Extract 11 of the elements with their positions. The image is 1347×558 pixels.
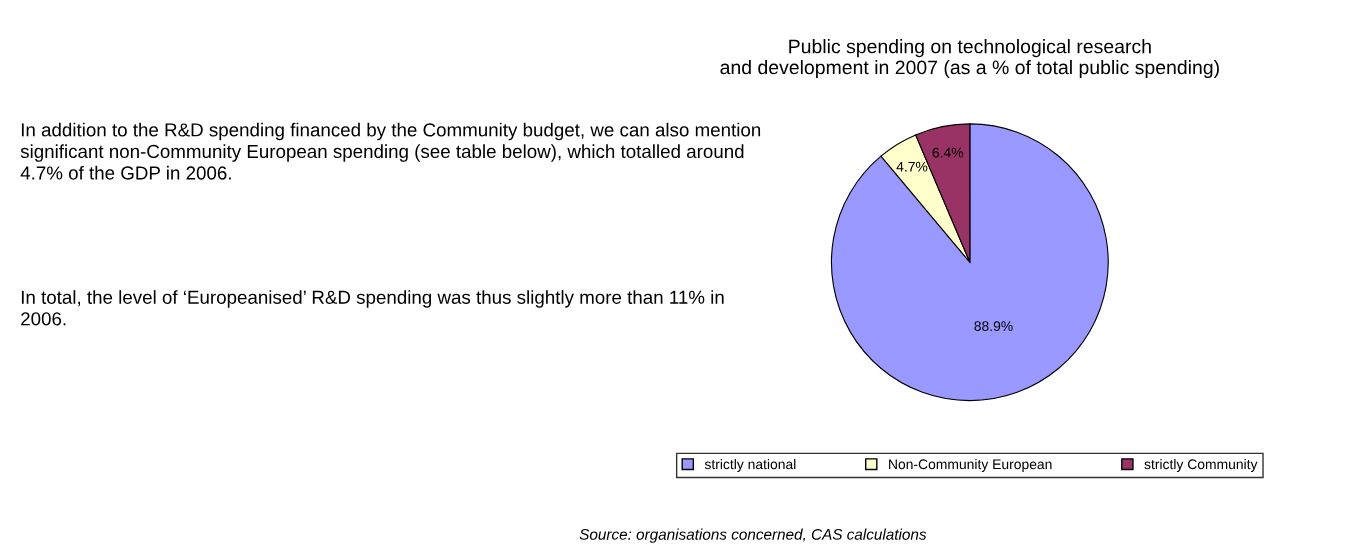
legend-label: strictly national xyxy=(704,458,796,472)
text: In addition to the R&D spending financed by the Community budget, we can also mention significant non-Community European spending (see table below), which totalled around 4.7% of the GDP in 2006. xyxy=(20,122,761,180)
text: In total, the level of ‘Europeanised’ R&D spending was thus slightly more than 11% in 2006. xyxy=(21,290,724,326)
legend-label: Non-Community European xyxy=(889,458,1052,472)
pie-slice xyxy=(830,123,1109,402)
legend-label: strictly Community xyxy=(1144,458,1258,472)
chart-title: Public spending on technological research and development in 2007 (as a % of total public spending) xyxy=(720,39,1219,79)
data-label: 88.9% xyxy=(974,321,1013,332)
data-label: 6.4% xyxy=(932,147,964,158)
data-label: 4.7% xyxy=(896,161,928,172)
source-note: Source: organisations concerned, CAS calculations xyxy=(579,528,927,543)
